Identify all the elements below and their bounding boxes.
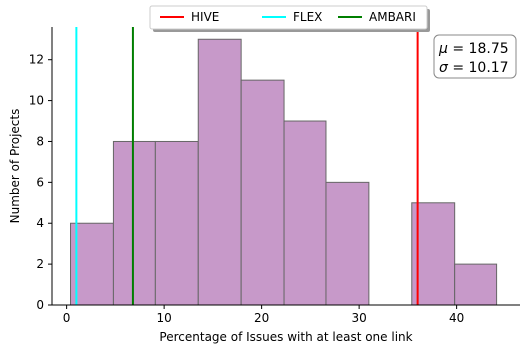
x-tick-label: 40 [449,311,464,325]
axes-layer [51,27,520,306]
mu-value: = 18.75 [448,41,509,57]
histogram-bar-5 [283,120,327,306]
x-tick-label: 0 [63,311,71,325]
stats-annotation: μ = 18.75 σ = 10.17 [433,34,517,79]
y-ticks: 0 2 4 6 8 10 12 [29,53,52,312]
x-ticks: 0 10 20 30 40 [63,305,464,325]
histogram-bar-4 [240,79,285,306]
histogram-bar-2 [154,140,199,306]
bars-layer [70,38,498,306]
y-tick-label: 0 [36,298,44,312]
stats-box-frame [433,34,517,79]
y-axis-label: Number of Projects [8,109,22,224]
legend-items: HIVE FLEX AMBARI [160,10,416,24]
y-tick-label: 2 [36,257,44,271]
legend-label-ambari: AMBARI [369,10,416,24]
vertical-lines-layer [75,27,419,305]
y-tick-label: 8 [36,134,44,148]
histogram-bar-9 [454,263,498,306]
histogram-bar-0 [70,222,114,306]
histogram-bar-1 [112,140,156,306]
y-tick-label: 6 [36,175,44,189]
legend-box [149,5,428,30]
y-tick-label: 10 [29,94,44,108]
legend-label-flex: FLEX [293,10,322,24]
x-tick-label: 30 [351,311,366,325]
y-tick-label: 12 [29,53,44,67]
histogram-bar-3 [197,38,242,306]
x-tick-label: 20 [254,311,269,325]
histogram-bar-6 [325,181,370,306]
sigma-value: = 10.17 [448,60,509,76]
x-axis-label: Percentage of Issues with at least one l… [159,330,412,344]
legend: HIVE FLEX AMBARI [149,5,430,32]
y-tick-label: 4 [36,216,44,230]
sigma-line: σ = 10.17 [439,60,509,76]
mu-symbol: μ [438,41,448,57]
legend-label-hive: HIVE [191,10,219,24]
sigma-symbol: σ [439,60,449,76]
x-tick-label: 10 [156,311,171,325]
histogram-bar-8 [411,202,456,306]
mu-line: μ = 18.75 [438,41,509,57]
